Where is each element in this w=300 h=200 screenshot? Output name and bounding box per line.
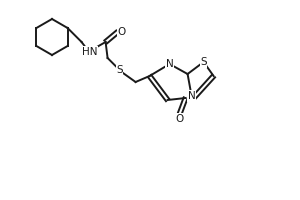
Text: O: O: [118, 27, 126, 37]
Text: S: S: [200, 57, 207, 67]
Text: N: N: [166, 59, 173, 69]
Text: O: O: [176, 114, 184, 124]
Text: S: S: [116, 65, 123, 75]
Text: HN: HN: [82, 47, 97, 57]
Text: N: N: [188, 91, 196, 101]
